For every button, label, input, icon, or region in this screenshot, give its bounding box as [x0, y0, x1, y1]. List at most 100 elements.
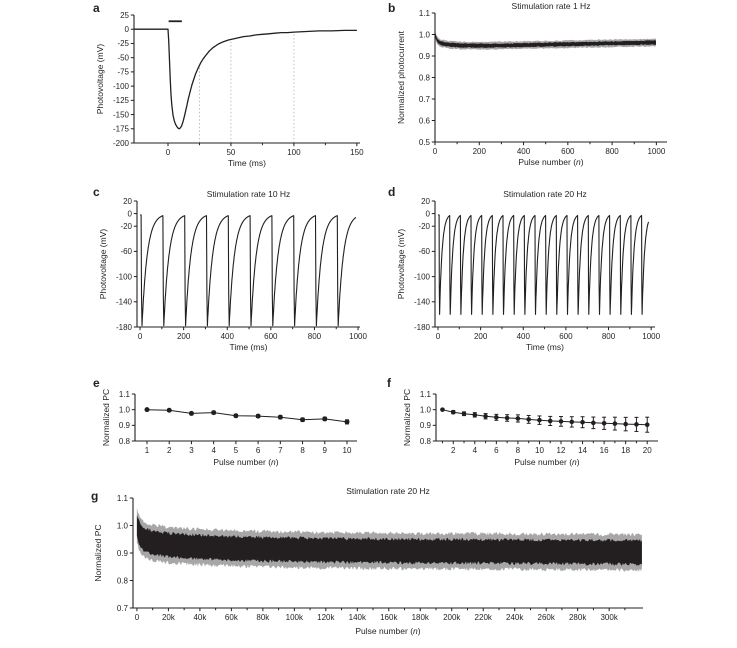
x-tick-label: 400 — [221, 332, 235, 341]
y-axis-label: Normalized PC — [93, 524, 103, 581]
x-tick-label: 120k — [317, 613, 335, 622]
y-tick-label: -125 — [113, 96, 130, 105]
panel-a-plot: 25 0 -25 -50 -75 -100 -125 -150 -175 -200 0 50 100 15… — [95, 11, 364, 168]
x-tick-label: 2 — [167, 446, 172, 455]
data-point — [233, 413, 239, 419]
panel-title: Stimulation rate 10 Hz — [207, 189, 291, 199]
x-tick-label: 1000 — [642, 332, 660, 341]
data-point — [612, 421, 618, 426]
panel-label-d: d — [388, 185, 396, 199]
y-tick-label: 0.7 — [419, 95, 431, 104]
data-point — [344, 419, 350, 425]
y-tick-label: -200 — [113, 139, 130, 148]
y-tick-label: 20 — [123, 197, 132, 206]
y-tick-label: -50 — [117, 53, 129, 62]
x-tick-label: 600 — [264, 332, 278, 341]
data-point — [515, 416, 521, 421]
mean-band — [435, 32, 656, 48]
y-tick-label: -150 — [113, 110, 130, 119]
x-tick-label: 0 — [138, 332, 143, 341]
x-tick-label: 8 — [300, 446, 305, 455]
mean-line — [146, 409, 348, 423]
x-tick-label: 50 — [226, 148, 235, 157]
y-axis-label: Photovoltage (mV) — [95, 44, 105, 115]
pulse-train-trace — [438, 214, 650, 315]
x-tick-label: 800 — [605, 147, 619, 156]
y-tick-label: 1.0 — [117, 521, 129, 530]
data-point — [322, 416, 328, 422]
y-tick-label: 1.1 — [119, 390, 131, 399]
photovoltage-trace — [134, 28, 357, 130]
y-tick-label: 0.9 — [119, 421, 131, 430]
mean-band — [136, 515, 642, 566]
data-point — [472, 412, 478, 418]
data-point — [144, 407, 150, 413]
x-tick-label: 10 — [535, 446, 544, 455]
y-tick-label: 25 — [120, 11, 129, 20]
x-tick-label: 6 — [256, 446, 261, 455]
y-tick-label: 0 — [125, 25, 130, 34]
x-tick-label: 220k — [475, 613, 493, 622]
y-tick-label: 0.8 — [117, 576, 129, 585]
panel-title: Stimulation rate 20 Hz — [503, 189, 587, 199]
y-tick-label: 0.9 — [420, 421, 432, 430]
panel-label-g: g — [91, 489, 99, 503]
y-tick-label: 0.7 — [117, 604, 129, 613]
panel-label-b: b — [388, 1, 396, 15]
y-tick-label: 0.8 — [420, 437, 432, 446]
y-tick-label: -100 — [116, 272, 133, 281]
data-point — [211, 410, 217, 416]
y-tick-label: 0 — [426, 209, 431, 218]
x-tick-label: 18 — [621, 446, 630, 455]
y-tick-label: -140 — [116, 298, 133, 307]
data-point — [461, 411, 467, 417]
y-tick-label: 1.0 — [119, 405, 131, 414]
data-point — [623, 421, 628, 427]
x-tick-label: 800 — [602, 332, 616, 341]
x-tick-label: 200 — [177, 332, 191, 341]
y-tick-label: -180 — [116, 323, 133, 332]
x-axis-label: Pulse number (n) — [355, 626, 420, 636]
y-tick-label: 1.1 — [419, 9, 431, 18]
x-axis-label: Time (ms) — [526, 342, 564, 352]
y-tick-label: 20 — [421, 197, 430, 206]
x-tick-label: 600 — [559, 332, 573, 341]
data-point — [450, 409, 456, 415]
y-tick-label: -175 — [113, 125, 130, 134]
x-tick-label: 260k — [538, 613, 556, 622]
x-tick-label: 20 — [643, 446, 652, 455]
x-tick-label: 100k — [286, 613, 304, 622]
data-point — [188, 410, 194, 416]
x-tick-label: 3 — [189, 446, 194, 455]
y-tick-label: -75 — [117, 68, 129, 77]
x-tick-label: 280k — [569, 613, 587, 622]
x-tick-label: 1 — [145, 446, 150, 455]
y-tick-label: 0.5 — [419, 138, 431, 147]
x-tick-label: 100 — [287, 148, 301, 157]
x-tick-label: 1000 — [647, 147, 665, 156]
y-tick-label: -60 — [120, 247, 132, 256]
x-axis-label: Pulse number (n) — [518, 157, 583, 167]
y-axis-label: Photovoltage (mV) — [98, 229, 108, 300]
x-tick-label: 0 — [436, 332, 441, 341]
x-tick-label: 80k — [256, 613, 270, 622]
panel-label-a: a — [93, 1, 100, 15]
x-tick-label: 6 — [494, 446, 499, 455]
y-tick-label: -140 — [414, 298, 431, 307]
x-axis-label: Time (ms) — [228, 158, 266, 168]
panel-label-e: e — [93, 376, 100, 390]
y-tick-label: -25 — [117, 39, 129, 48]
x-tick-label: 0 — [433, 147, 438, 156]
data-point — [483, 413, 488, 419]
x-tick-label: 200k — [443, 613, 461, 622]
y-tick-label: 0.9 — [117, 549, 129, 558]
y-tick-label: 1.1 — [117, 494, 129, 503]
x-axis-label: Pulse number (n) — [213, 457, 278, 467]
x-tick-label: 300k — [600, 613, 618, 622]
x-tick-label: 240k — [506, 613, 524, 622]
data-point — [526, 417, 531, 422]
y-tick-label: -60 — [418, 247, 430, 256]
x-tick-label: 10 — [343, 446, 352, 455]
